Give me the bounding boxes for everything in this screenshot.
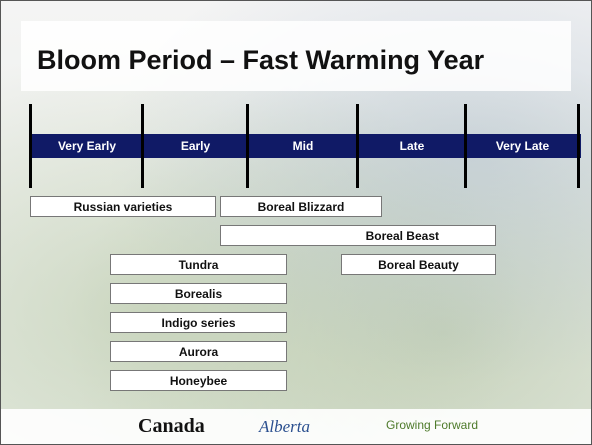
period-divider [356,104,359,188]
period-label: Very Late [495,139,550,153]
growing-forward-logo: Growing Forward [386,418,479,432]
period-divider [577,104,580,188]
variety-bar: Borealis [110,283,287,304]
period-label: Early [180,139,211,153]
alberta-logo: Alberta [259,417,310,436]
period-divider [246,104,249,188]
variety-bar: Indigo series [110,312,287,333]
period-divider [29,104,32,188]
variety-bar: Boreal Beast [220,225,496,246]
period-divider [464,104,467,188]
period-divider [141,104,144,188]
variety-bar: Boreal Beauty [341,254,496,275]
variety-bar: Tundra [110,254,287,275]
title-backdrop [21,21,571,91]
canada-logo: Canada [138,415,205,437]
period-label: Mid [292,139,314,153]
variety-bar: Russian varieties [30,196,216,217]
timeline-band [29,134,581,158]
variety-bar: Honeybee [110,370,287,391]
variety-bar: Aurora [110,341,287,362]
slide-title: Bloom Period – Fast Warming Year [37,45,485,75]
period-label: Late [399,139,425,153]
period-label: Very Early [57,139,117,153]
logo-strip [1,409,591,444]
variety-bar: Boreal Blizzard [220,196,382,217]
